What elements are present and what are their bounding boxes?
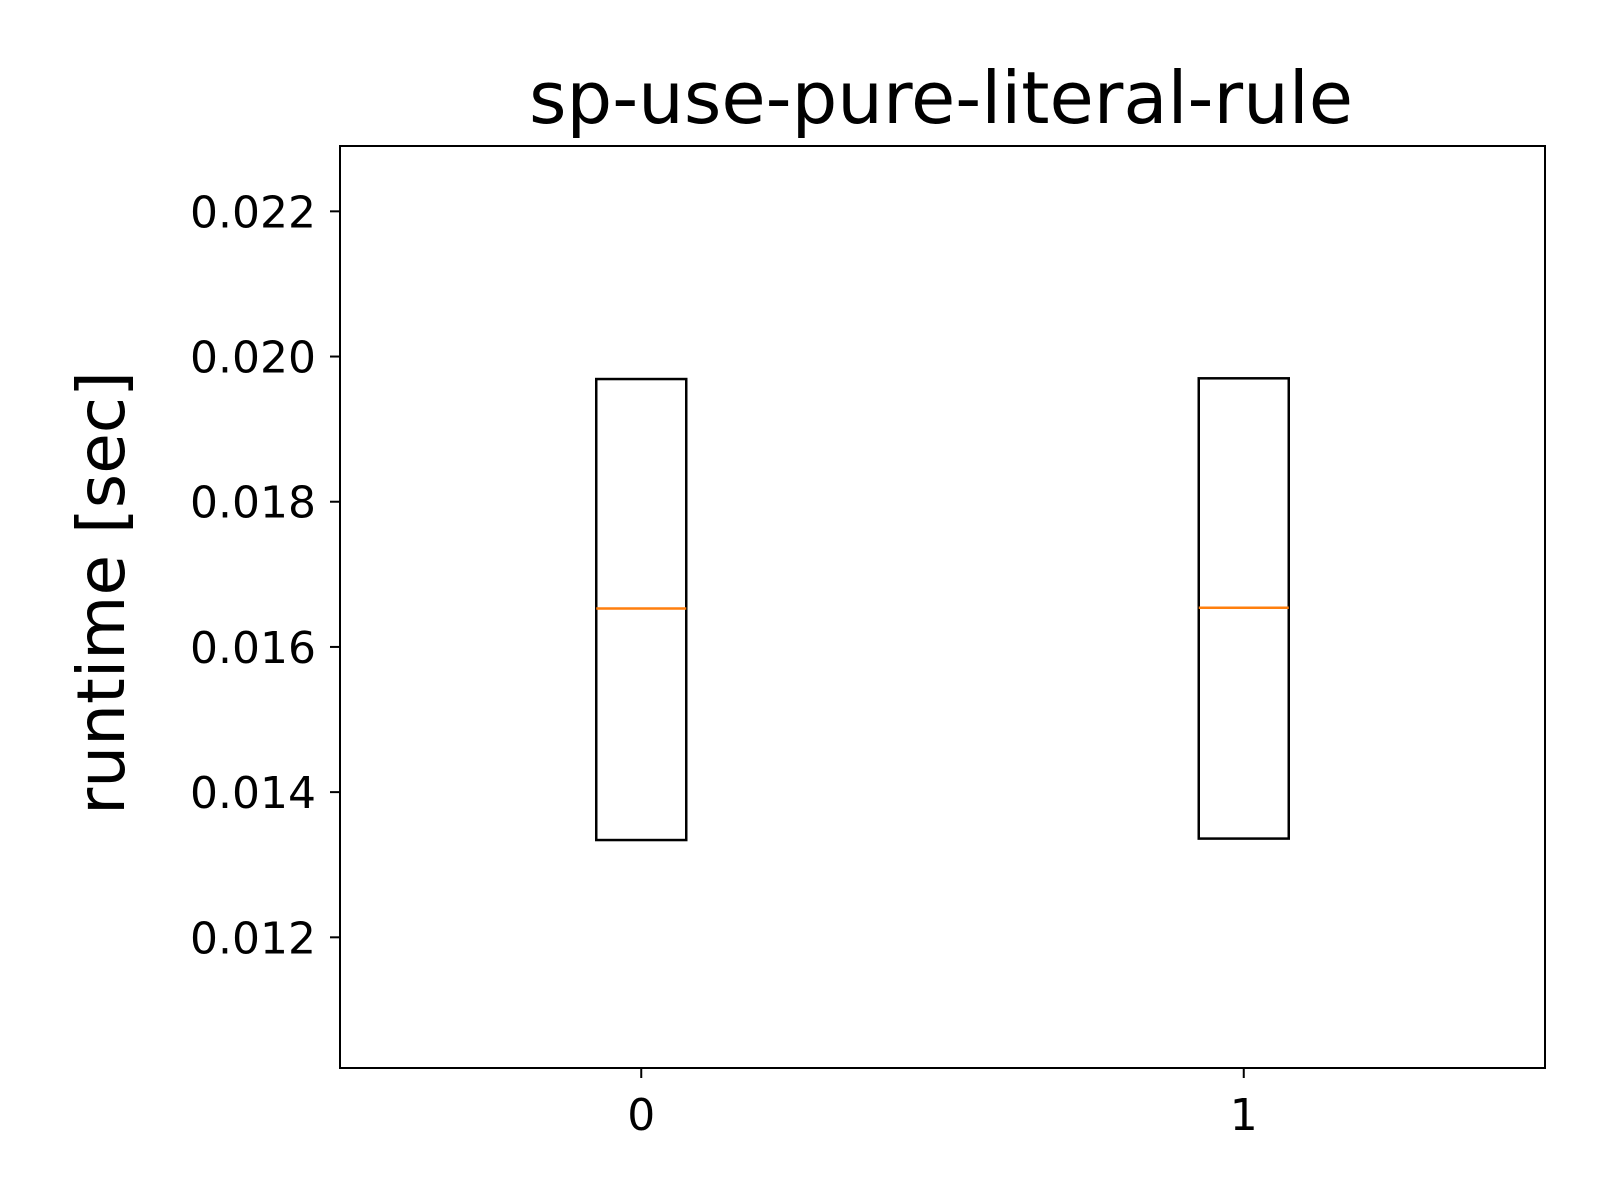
x-tick-label: 0 [627, 1090, 655, 1141]
y-tick-label: 0.016 [190, 623, 316, 674]
chart-title: sp-use-pure-literal-rule [529, 56, 1353, 140]
plot-marks: 0.012 0.014 0.016 0.018 0.020 0.022 0 1 [190, 187, 1290, 1141]
y-tick-label: 0.020 [190, 333, 316, 384]
y-tick-label: 0.022 [190, 187, 316, 238]
y-tick-label: 0.012 [190, 913, 316, 964]
x-tick-label: 1 [1230, 1090, 1258, 1141]
y-tick-label: 0.014 [190, 768, 316, 819]
plot-frame [339, 145, 1546, 1069]
y-tick-label: 0.018 [190, 478, 316, 529]
y-axis-label: runtime [sec] [63, 371, 140, 815]
